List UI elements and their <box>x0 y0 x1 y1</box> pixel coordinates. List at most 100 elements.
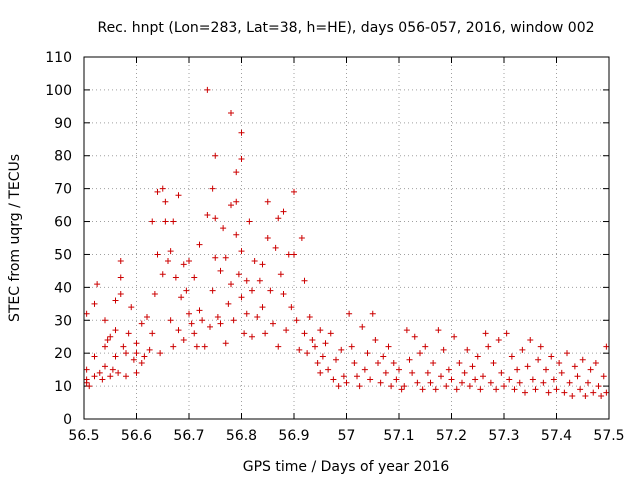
data-point <box>91 353 98 360</box>
data-point <box>529 376 536 383</box>
data-point <box>390 360 397 367</box>
data-point <box>501 383 507 390</box>
data-point <box>191 274 198 281</box>
x-tick-label: 57.4 <box>541 428 572 444</box>
data-point <box>443 383 450 390</box>
data-point <box>348 343 355 350</box>
data-point <box>453 386 460 393</box>
data-point <box>138 320 145 327</box>
data-point <box>288 304 295 311</box>
data-point <box>343 379 350 386</box>
data-point <box>472 376 479 383</box>
data-point <box>440 346 447 353</box>
data-point <box>543 366 549 373</box>
data-point <box>535 356 542 363</box>
data-point <box>372 337 379 344</box>
y-axis-label: STEC from uqrg / TECUs <box>7 154 23 322</box>
data-point <box>107 373 114 380</box>
data-point <box>130 356 137 363</box>
data-point <box>149 330 156 337</box>
data-point <box>291 251 297 258</box>
data-point <box>191 330 198 337</box>
data-point <box>579 356 586 363</box>
data-point <box>401 383 408 390</box>
data-point <box>540 379 547 386</box>
data-point <box>435 327 442 334</box>
chart-title: Rec. hnpt (Lon=283, Lat=38, h=HE), days … <box>97 20 594 36</box>
y-tick-label: 30 <box>54 313 72 329</box>
x-tick-label: 56.8 <box>226 428 257 444</box>
data-point <box>393 376 400 383</box>
data-point <box>564 350 570 357</box>
data-point <box>603 343 610 350</box>
data-point <box>291 188 297 195</box>
data-point <box>217 320 224 327</box>
data-point <box>149 218 156 225</box>
data-point <box>175 192 182 199</box>
data-point <box>151 290 158 297</box>
data-point <box>233 231 240 238</box>
data-point <box>243 277 250 284</box>
data-point <box>238 248 245 255</box>
data-point <box>461 369 468 376</box>
data-point <box>204 211 211 218</box>
data-point <box>417 350 423 357</box>
data-point <box>264 235 271 241</box>
data-point <box>566 379 573 386</box>
data-point <box>220 225 227 232</box>
data-point <box>356 383 363 390</box>
x-tick-label: 56.9 <box>278 428 309 444</box>
data-point <box>259 261 266 268</box>
data-point <box>123 373 129 380</box>
data-points <box>83 86 610 399</box>
data-point <box>204 86 211 93</box>
data-point <box>193 343 200 350</box>
data-point <box>364 350 371 357</box>
data-point <box>325 366 332 373</box>
data-point <box>480 373 486 380</box>
data-point <box>482 330 489 337</box>
data-point <box>254 313 261 320</box>
data-point <box>259 304 266 311</box>
data-point <box>162 198 169 205</box>
data-point <box>138 360 145 367</box>
data-point <box>451 333 458 340</box>
data-point <box>235 271 242 278</box>
x-tick-label: 56.7 <box>173 428 204 444</box>
data-point <box>545 389 552 396</box>
data-point <box>432 386 439 393</box>
data-point <box>167 248 174 255</box>
data-point <box>186 310 192 317</box>
data-point <box>228 109 234 116</box>
data-point <box>275 215 282 222</box>
data-point <box>448 376 455 383</box>
data-point <box>178 294 185 301</box>
data-point <box>306 313 313 320</box>
data-point <box>493 386 500 393</box>
data-point <box>330 376 337 383</box>
plot-frame <box>83 56 610 420</box>
data-point <box>309 337 316 344</box>
data-point <box>485 343 492 350</box>
data-point <box>361 366 368 373</box>
data-point <box>477 386 484 393</box>
data-point <box>398 386 405 393</box>
data-point <box>99 376 106 383</box>
data-point <box>96 369 103 376</box>
data-point <box>603 389 610 396</box>
data-point <box>91 300 98 307</box>
data-point <box>83 366 90 373</box>
data-point <box>548 353 555 360</box>
data-point <box>561 389 568 396</box>
data-point <box>590 389 597 396</box>
data-point <box>212 215 219 222</box>
data-point <box>595 383 602 390</box>
data-point <box>170 343 177 350</box>
data-point <box>209 185 216 192</box>
data-point <box>222 340 229 347</box>
data-point <box>587 366 594 373</box>
data-point <box>133 369 140 376</box>
data-point <box>511 386 518 393</box>
data-point <box>109 366 116 373</box>
data-point <box>388 383 395 390</box>
